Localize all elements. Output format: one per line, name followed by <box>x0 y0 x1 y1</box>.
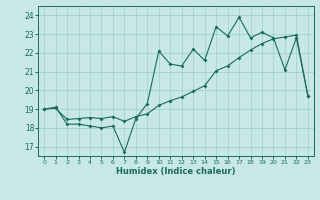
X-axis label: Humidex (Indice chaleur): Humidex (Indice chaleur) <box>116 167 236 176</box>
